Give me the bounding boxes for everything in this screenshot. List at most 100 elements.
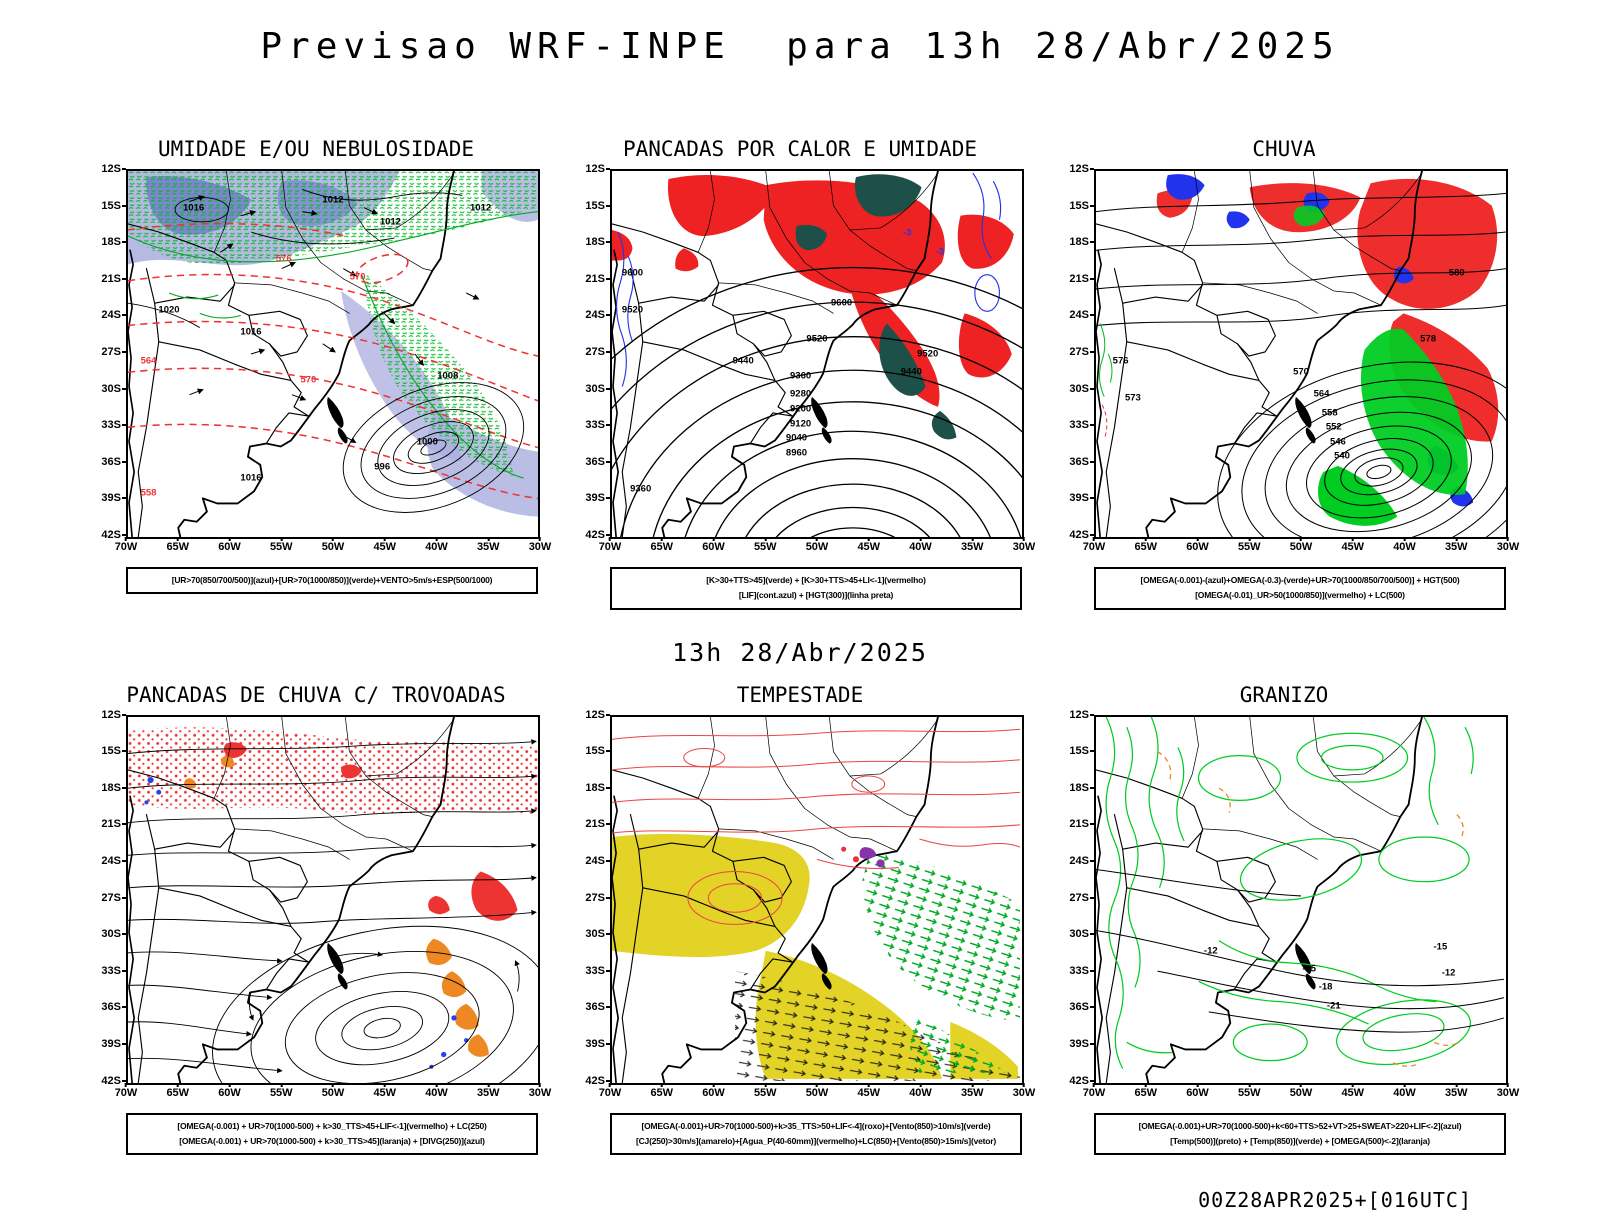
panel-pancadas-calor-title: PANCADAS POR CALOR E UMIDADE (622, 137, 977, 161)
umidade-legend: [UR>70(850/700/500)](azul)+[UR>70(1000/8… (126, 567, 538, 595)
lat-tick-label: 24S (101, 854, 126, 867)
lat-tick-label: 15S (585, 745, 610, 758)
lon-axis: 70W 65W 60W 55W 50W 45W 40W 35W 30W (599, 537, 1035, 557)
lon-tick-label: 70W (114, 537, 138, 553)
lat-tick-label: 15S (585, 199, 610, 212)
lat-tick-label: 33S (585, 964, 610, 977)
lon-tick-label: 65W (650, 537, 674, 553)
lat-tick-label: 39S (1069, 1037, 1094, 1050)
lif-blue-contours (616, 172, 1002, 387)
lat-tick-label: 21S (585, 272, 610, 285)
humidity-shading-layer (128, 171, 538, 517)
chuva-legend: [OMEGA(-0.001)-(azul)+OMEGA(-0.3)-(verde… (1094, 567, 1506, 610)
lat-tick-label: 21S (1069, 272, 1094, 285)
lat-tick-label: 18S (585, 781, 610, 794)
mid-caption: 13h 28/Abr/2025 (672, 637, 928, 667)
umidade-map-svg (128, 171, 538, 537)
south-america-basemap (612, 171, 939, 537)
trovoadas-legend: [OMEGA(-0.001) + UR>70(1000-500) + k>30_… (126, 1112, 538, 1156)
lat-tick-label: 30S (585, 382, 610, 395)
lon-tick-label: 50W (321, 537, 345, 553)
purple-storm-areas (859, 846, 885, 868)
lon-tick-label: 50W (321, 1082, 345, 1099)
lat-tick-label: 12S (1069, 163, 1094, 175)
granizo-map: -12 -15 -18 -21 -15 -12 (1094, 714, 1508, 1085)
andes-green-contours (1099, 323, 1113, 397)
lon-tick-label: 35W (1444, 537, 1468, 553)
lat-tick-label: 24S (101, 309, 126, 322)
lat-tick-label: 42S (585, 529, 610, 541)
lat-axis: 12S 15S 18S 21S 24S 27S 30S 33S 36S 39S 42S (92, 709, 126, 1087)
lat-tick-label: 21S (585, 818, 610, 831)
panel-umidade-title: UMIDADE E/OU NEBULOSIDADE (157, 137, 475, 161)
orange-areas (184, 755, 489, 1057)
trovoadas-map-svg (128, 716, 538, 1083)
lat-tick-label: 27S (585, 891, 610, 904)
panel-chuva: CHUVA 12S 15S 18S 21S 24S 27S 30S 33S 36S 39S 42S (1060, 137, 1519, 610)
lon-tick-label: 55W (269, 1082, 293, 1099)
lat-tick-label: 18S (101, 781, 126, 794)
lon-axis: 70W 65W 60W 55W 50W 45W 40W 35W 30W (115, 1082, 551, 1103)
lat-axis: 12S 15S 18S 21S 24S 27S 30S 33S 36S 39S 42S (576, 163, 610, 541)
red-water-areas (841, 846, 860, 862)
lon-tick-label: 30W (528, 1082, 552, 1099)
lon-tick-label: 70W (1082, 537, 1106, 553)
lat-tick-label: 30S (1069, 382, 1094, 395)
forecast-page: Previsao WRF-INPE para 13h 28/Abr/2025 U… (0, 26, 1600, 1212)
lat-tick-label: 24S (1069, 309, 1094, 322)
lat-tick-label: 12S (585, 708, 610, 721)
lat-tick-label: 15S (101, 199, 126, 212)
lon-tick-label: 30W (1012, 537, 1036, 553)
south-america-basemap (128, 716, 455, 1083)
lat-tick-label: 12S (1069, 708, 1094, 721)
lat-tick-label: 24S (1069, 854, 1094, 867)
lat-tick-label: 30S (101, 382, 126, 395)
chuva-map-svg (1096, 171, 1506, 537)
lat-tick-label: 18S (101, 236, 126, 249)
wind-arrows (189, 195, 480, 443)
lon-tick-label: 55W (269, 537, 293, 553)
lon-tick-label: 55W (753, 1082, 777, 1099)
lat-tick-label: 39S (585, 492, 610, 505)
omega-orange-dashed (1157, 750, 1464, 1067)
tempestade-map (610, 714, 1024, 1085)
lon-tick-label: 55W (1237, 1082, 1261, 1099)
panel-tempestade: TEMPESTADE 12S 15S 18S 21S 24S 27S 30S 33S 36S 39… (576, 682, 1035, 1156)
lat-tick-label: 36S (101, 1001, 126, 1014)
umidade-map: 1016 1012 1012 1012 576 570 1020 1016 564 570 558 1… (126, 169, 540, 539)
panel-granizo: GRANIZO 12S 15S 18S 21S 24S 27S 30S 33S 36S 39S 42… (1060, 683, 1519, 1156)
lat-tick-label: 27S (1069, 891, 1094, 904)
trovoadas-map (126, 714, 540, 1085)
lon-tick-label: 35W (476, 537, 500, 553)
lat-tick-label: 12S (101, 708, 126, 721)
lat-tick-label: 18S (1069, 236, 1094, 249)
lon-tick-label: 35W (960, 537, 984, 553)
panel-tempestade-title: TEMPESTADE (736, 682, 864, 707)
lon-tick-label: 35W (960, 1082, 984, 1099)
lat-tick-label: 30S (585, 928, 610, 941)
temp850-green-contours (1105, 716, 1474, 1069)
lat-tick-label: 33S (585, 419, 610, 432)
lon-tick-label: 60W (702, 537, 725, 553)
green-humidity-contours (128, 211, 538, 479)
lat-tick-label: 27S (101, 891, 126, 904)
lat-tick-label: 33S (1069, 964, 1094, 977)
lat-tick-label: 33S (1069, 419, 1094, 432)
lat-tick-label: 27S (1069, 346, 1094, 358)
lon-tick-label: 30W (528, 537, 552, 553)
lon-tick-label: 30W (1012, 1082, 1036, 1099)
lon-tick-label: 55W (753, 537, 777, 553)
lat-tick-label: 24S (585, 309, 610, 322)
lon-tick-label: 30W (1496, 537, 1520, 553)
lon-axis: 70W 65W 60W 55W 50W 45W 40W 35W 30W (1083, 537, 1519, 557)
lat-tick-label: 36S (585, 1001, 610, 1014)
lon-tick-label: 65W (166, 537, 190, 553)
lon-tick-label: 40W (909, 537, 932, 553)
run-info: 00Z28APR2025+[016UTC] (1198, 1188, 1472, 1212)
lon-tick-label: 50W (1289, 537, 1313, 553)
lat-tick-label: 33S (101, 419, 126, 432)
lat-tick-label: 30S (101, 928, 126, 941)
panel-chuva-title: CHUVA (1252, 137, 1316, 161)
lon-tick-label: 70W (1082, 1082, 1106, 1099)
pressure-contours (128, 188, 525, 513)
